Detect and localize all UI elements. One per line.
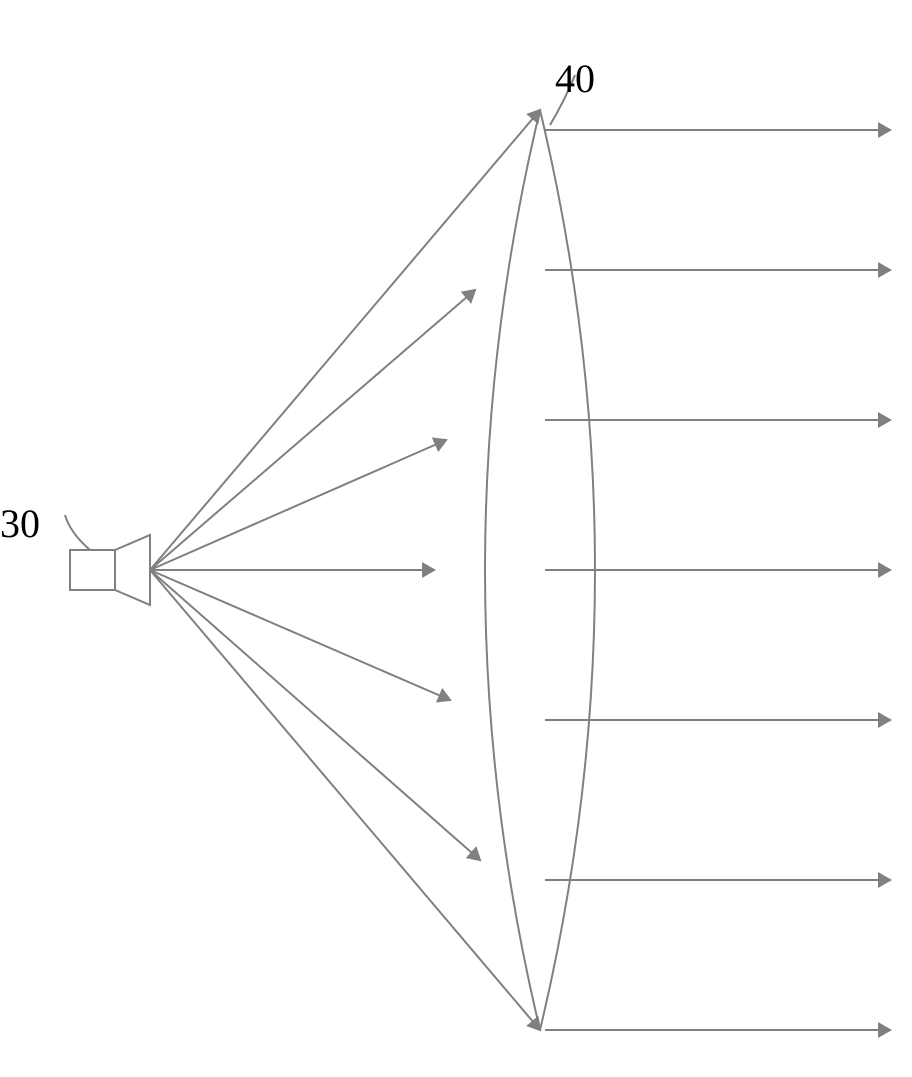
lens-label: 40	[555, 55, 595, 102]
ray-in-0	[150, 110, 540, 570]
ray-in-1	[150, 290, 475, 570]
source-label: 30	[0, 500, 40, 547]
ray-in-2	[150, 440, 446, 570]
ray-in-4	[150, 570, 450, 700]
ray-diagram	[0, 0, 912, 1077]
source-flare	[115, 535, 150, 605]
lens-left-surface	[485, 110, 540, 1030]
leader-30	[65, 515, 90, 550]
source-body	[70, 550, 115, 590]
ray-in-6	[150, 570, 540, 1030]
ray-in-5	[150, 570, 480, 860]
